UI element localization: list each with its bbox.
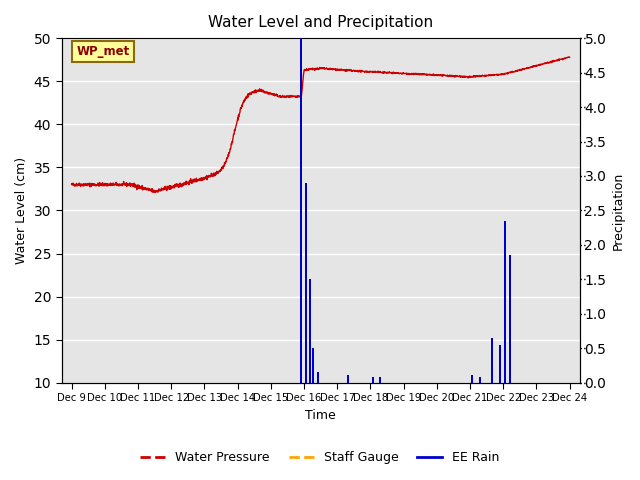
Bar — [504, 221, 506, 383]
Y-axis label: Water Level (cm): Water Level (cm) — [15, 157, 28, 264]
Bar — [499, 345, 501, 383]
Bar — [305, 183, 307, 383]
Legend: Water Pressure, Staff Gauge, EE Rain: Water Pressure, Staff Gauge, EE Rain — [136, 446, 504, 469]
Bar — [509, 255, 511, 383]
Bar — [347, 374, 349, 383]
Bar — [312, 348, 314, 383]
Y-axis label: Precipitation: Precipitation — [612, 171, 625, 250]
X-axis label: Time: Time — [305, 409, 336, 422]
Bar — [372, 377, 374, 383]
Bar — [479, 377, 481, 383]
Bar — [300, 38, 302, 383]
Text: WP_met: WP_met — [77, 45, 130, 58]
Bar — [491, 338, 493, 383]
Bar — [317, 372, 319, 383]
Title: Water Level and Precipitation: Water Level and Precipitation — [208, 15, 433, 30]
Bar — [309, 279, 311, 383]
Bar — [470, 374, 473, 383]
Bar — [379, 377, 381, 383]
